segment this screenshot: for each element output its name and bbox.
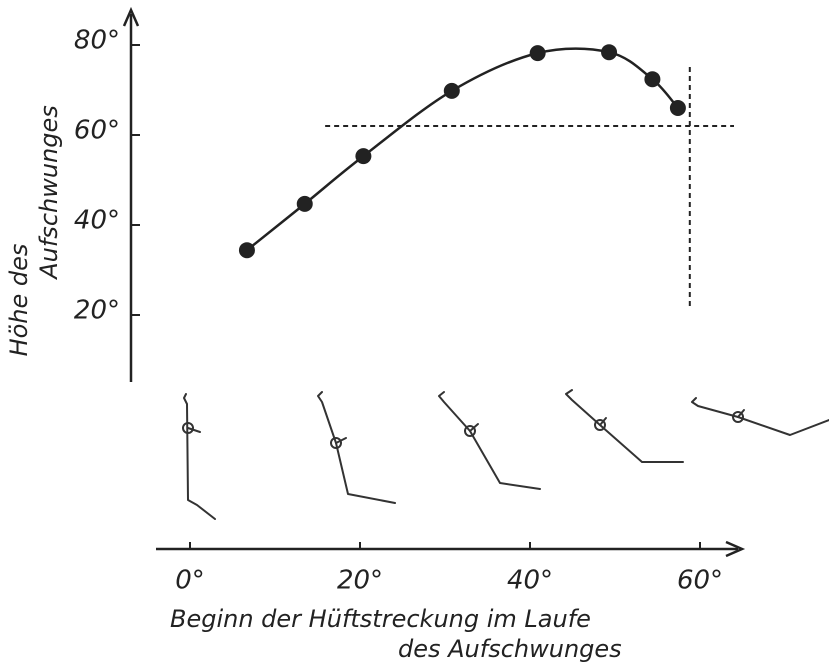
data-point — [601, 44, 617, 60]
y-tick-label: 60° — [74, 116, 120, 146]
x-tick-label: 40° — [507, 566, 553, 596]
x-axis-label: Beginn der Hüftstreckung im Laufe — [170, 605, 591, 633]
x-tick-label: 60° — [677, 566, 723, 596]
stick-figures — [183, 390, 829, 519]
data-point — [297, 196, 313, 212]
data-point — [670, 100, 686, 116]
y-tick-label: 20° — [74, 296, 120, 326]
data-point — [355, 148, 371, 164]
y-axis-label: Höhe des — [5, 244, 33, 357]
x-axis-label: des Aufschwunges — [398, 635, 622, 663]
data-point — [530, 45, 546, 61]
y-tick-label: 80° — [74, 26, 120, 56]
y-axis-label: Aufschwunges — [35, 105, 63, 281]
data-point — [644, 71, 660, 87]
data-point — [239, 242, 255, 258]
x-tick-label: 20° — [337, 566, 383, 596]
chart: Höhe des Aufschwunges Beginn der Hüftstr… — [0, 0, 829, 667]
data-point — [444, 83, 460, 99]
x-tick-label: 0° — [175, 566, 205, 596]
y-tick-label: 40° — [74, 206, 120, 236]
curve — [247, 49, 678, 251]
